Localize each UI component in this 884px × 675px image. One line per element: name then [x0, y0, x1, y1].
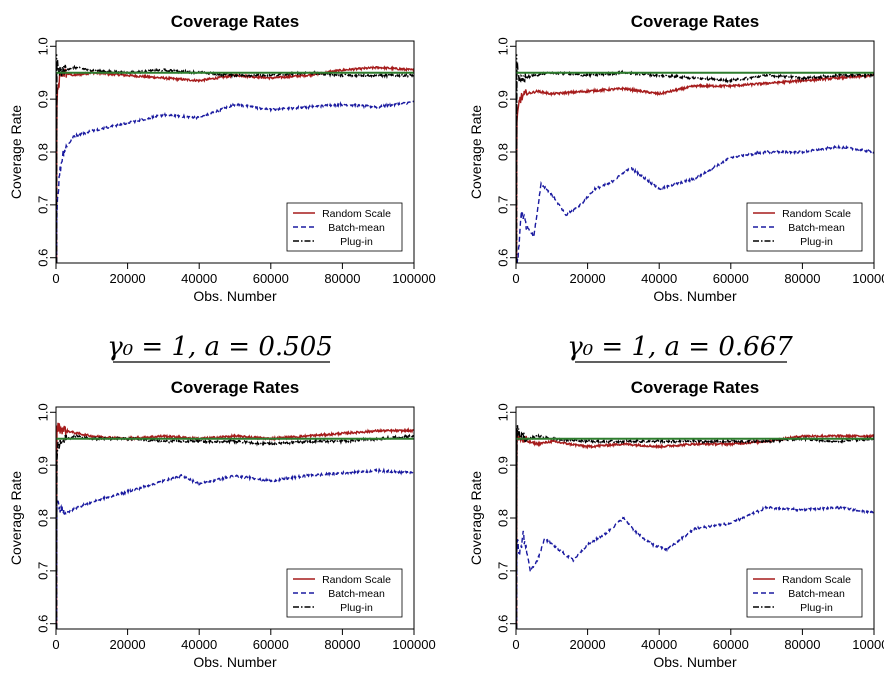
- series-line-random-scale: [516, 73, 874, 258]
- y-tick-label: 0.6: [35, 615, 50, 633]
- x-tick-label: 20000: [570, 637, 606, 652]
- series-line-batch-mean: [516, 504, 874, 623]
- legend: Random Scale Batch-mean Plug-in: [286, 568, 403, 618]
- y-tick-label: 0.7: [35, 562, 50, 580]
- x-axis-label: Obs. Number: [653, 654, 737, 670]
- x-tick-label: 20000: [110, 637, 146, 652]
- y-tick-label: 1.0: [35, 403, 50, 421]
- caption-right: γ₀ = 1, a = 0.667: [567, 332, 793, 362]
- y-tick-label: 0.6: [495, 615, 510, 633]
- y-tick-label: 0.7: [35, 196, 50, 214]
- x-tick-label: 100000: [392, 271, 435, 286]
- x-tick-label: 80000: [324, 637, 360, 652]
- x-tick-label: 40000: [181, 271, 217, 286]
- x-axis-label: Obs. Number: [653, 288, 737, 304]
- legend-label: Batch-mean: [788, 222, 845, 234]
- x-tick-label: 40000: [641, 271, 677, 286]
- x-tick-label: 60000: [253, 637, 289, 652]
- y-tick-label: 0.9: [35, 456, 50, 474]
- x-tick-label: 60000: [253, 271, 289, 286]
- x-tick-label: 0: [52, 271, 59, 286]
- chart-title: Coverage Rates: [631, 12, 760, 31]
- y-tick-label: 0.8: [35, 509, 50, 527]
- x-tick-label: 0: [512, 271, 519, 286]
- y-tick-label: 1.0: [35, 37, 50, 55]
- legend: Random Scale Batch-mean Plug-in: [746, 568, 863, 618]
- chart-panel-1: Coverage Rates 0 20000 40000 60000 80000 10000…: [8, 12, 436, 304]
- x-tick-label: 100000: [392, 637, 435, 652]
- chart-title: Coverage Rates: [631, 378, 760, 397]
- x-tick-label: 60000: [713, 637, 749, 652]
- x-tick-label: 0: [512, 637, 519, 652]
- caption-left: γ₀ = 1, a = 0.505: [107, 332, 333, 362]
- y-tick-label: 0.7: [495, 562, 510, 580]
- y-tick-label: 0.9: [495, 90, 510, 108]
- legend-label: Plug-in: [340, 602, 373, 614]
- x-tick-label: 0: [52, 637, 59, 652]
- series-line-batch-mean: [516, 144, 874, 263]
- x-tick-label: 80000: [324, 271, 360, 286]
- legend-label: Random Scale: [782, 574, 851, 586]
- x-tick-label: 20000: [570, 271, 606, 286]
- legend-label: Plug-in: [800, 236, 833, 248]
- y-tick-label: 0.9: [35, 90, 50, 108]
- legend-label: Batch-mean: [328, 588, 385, 600]
- y-tick-label: 1.0: [495, 37, 510, 55]
- x-tick-label: 80000: [784, 271, 820, 286]
- legend-label: Batch-mean: [328, 222, 385, 234]
- legend: Random Scale Batch-mean Plug-in: [286, 202, 403, 252]
- chart-panel-3: Coverage Rates 0 20000 40000 60000 80000 10000…: [8, 378, 436, 670]
- legend-label: Batch-mean: [788, 588, 845, 600]
- legend-label: Plug-in: [340, 236, 373, 248]
- y-axis-label: Coverage Rate: [468, 471, 484, 565]
- chart-title: Coverage Rates: [171, 378, 300, 397]
- x-axis-label: Obs. Number: [193, 288, 277, 304]
- y-axis-label: Coverage Rate: [468, 105, 484, 199]
- x-tick-label: 40000: [181, 637, 217, 652]
- series-line-batch-mean: [56, 467, 414, 624]
- x-tick-label: 100000: [852, 637, 884, 652]
- legend-label: Random Scale: [322, 208, 391, 220]
- y-tick-label: 0.8: [495, 509, 510, 527]
- legend-label: Plug-in: [800, 602, 833, 614]
- chart-title: Coverage Rates: [171, 12, 300, 31]
- x-tick-label: 80000: [784, 637, 820, 652]
- x-tick-label: 60000: [713, 271, 749, 286]
- x-tick-label: 100000: [852, 271, 884, 286]
- x-tick-label: 40000: [641, 637, 677, 652]
- series-line-plug-in: [56, 433, 414, 621]
- chart-panel-4: Coverage Rates 0 20000 40000 60000 80000 1000 0…: [468, 378, 884, 670]
- y-axis-label: Coverage Rate: [8, 105, 24, 199]
- y-tick-label: 0.6: [495, 249, 510, 267]
- x-tick-label: 20000: [110, 271, 146, 286]
- series-line-plug-in: [516, 61, 874, 261]
- legend-label: Random Scale: [322, 574, 391, 586]
- y-tick-label: 0.7: [495, 196, 510, 214]
- chart-panel-2: Coverage Rates 0 20000 40000 60000 80000 1000 0…: [468, 12, 884, 304]
- legend: Random Scale Batch-mean Plug-in: [746, 202, 863, 252]
- series-line-random-scale: [516, 430, 874, 620]
- y-tick-label: 0.8: [495, 143, 510, 161]
- x-axis-label: Obs. Number: [193, 654, 277, 670]
- legend-label: Random Scale: [782, 208, 851, 220]
- y-tick-label: 0.9: [495, 456, 510, 474]
- y-tick-label: 0.6: [35, 249, 50, 267]
- y-tick-label: 1.0: [495, 403, 510, 421]
- y-tick-label: 0.8: [35, 143, 50, 161]
- y-axis-label: Coverage Rate: [8, 471, 24, 565]
- series-line-batch-mean: [56, 100, 414, 259]
